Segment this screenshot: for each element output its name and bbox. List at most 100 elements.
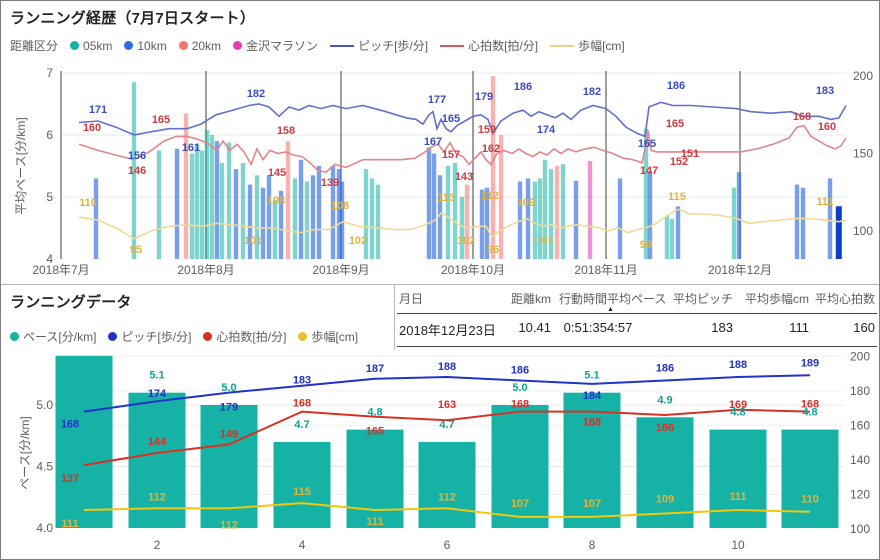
run-bar-10km[interactable] <box>800 187 806 259</box>
run-bar-05km[interactable] <box>375 184 381 259</box>
run-bar-05km[interactable] <box>219 162 225 259</box>
legend-item-pace[interactable]: ペース[分/km] <box>10 328 96 345</box>
run-bar-10km[interactable] <box>835 206 842 259</box>
column-header-avg-pitch[interactable]: 平均ピッチ <box>672 292 733 306</box>
run-bar-10km[interactable] <box>336 169 342 259</box>
run-bar-10km[interactable] <box>93 178 99 259</box>
run-bar-10km[interactable] <box>617 178 623 259</box>
run-bar-10km[interactable] <box>174 148 180 259</box>
legend-item-05km[interactable]: 05km <box>70 39 112 53</box>
run-bar-05km[interactable] <box>459 197 465 259</box>
run-bar-05km[interactable] <box>156 150 162 260</box>
run-bar-10km[interactable] <box>339 181 345 260</box>
legend-item-heart-rate[interactable]: 心拍数[拍/分] <box>203 328 286 345</box>
run-bar-05km[interactable] <box>363 169 369 259</box>
run-bar-20km[interactable] <box>464 184 470 259</box>
run-bar-10km[interactable] <box>247 184 253 259</box>
column-header-date[interactable]: 月日 <box>399 292 424 306</box>
run-bar-10km[interactable] <box>827 178 833 259</box>
column-header-avg-pace[interactable]: 平均ペース ▲ <box>607 290 671 313</box>
run-bar-05km[interactable] <box>272 200 278 259</box>
run-bar-05km[interactable] <box>209 135 215 259</box>
run-bar-05km[interactable] <box>204 130 210 259</box>
run-bar-10km[interactable] <box>794 184 800 259</box>
pace-bar[interactable] <box>709 429 767 528</box>
pace-bar[interactable] <box>346 429 404 528</box>
run-bar-20km[interactable] <box>490 76 496 259</box>
pitch-data-label: 179 <box>220 402 238 414</box>
run-bar-金沢マラソン[interactable] <box>587 161 593 259</box>
column-header-avg-stride[interactable]: 平均歩幅cm <box>745 292 809 306</box>
run-bar-05km[interactable] <box>131 82 137 259</box>
run-bar-10km[interactable] <box>573 180 579 259</box>
run-bar-05km[interactable] <box>452 162 458 259</box>
run-bar-05km[interactable] <box>664 215 670 259</box>
column-header-distance[interactable]: 距離km <box>511 292 551 306</box>
stride-data-label: 108 <box>267 195 285 207</box>
run-bar-10km[interactable] <box>316 166 322 259</box>
run-bar-10km[interactable] <box>214 141 220 259</box>
run-bar-10km[interactable] <box>736 172 742 259</box>
legend-item-stride-line[interactable]: 歩幅[cm] <box>550 37 625 54</box>
run-bar-05km[interactable] <box>669 218 675 259</box>
run-bar-10km[interactable] <box>266 175 272 259</box>
stride-data-label: 115 <box>293 486 311 498</box>
run-bar-10km[interactable] <box>647 172 653 259</box>
legend-item-20km[interactable]: 20km <box>178 39 221 53</box>
legend-item-stride[interactable]: 歩幅[cm] <box>298 328 358 345</box>
pace-bar[interactable] <box>55 355 113 528</box>
run-bar-20km[interactable] <box>554 166 560 259</box>
run-bar-05km[interactable] <box>560 164 566 259</box>
run-bar-10km[interactable] <box>330 166 336 259</box>
column-header-duration[interactable]: 行動時間 <box>558 292 607 306</box>
pace-bar[interactable] <box>636 417 694 528</box>
column-header-avg-heart-rate[interactable]: 平均心拍数 <box>814 292 875 306</box>
pace-bar[interactable] <box>273 441 331 528</box>
pace-bar[interactable] <box>200 405 258 528</box>
run-bar-10km[interactable] <box>233 169 239 259</box>
panel-divider <box>1 284 879 285</box>
run-bar-20km[interactable] <box>183 113 189 259</box>
run-bar-05km[interactable] <box>537 178 543 259</box>
cell-distance: 10.41 <box>518 320 551 335</box>
run-bar-10km[interactable] <box>431 153 437 259</box>
run-bar-20km[interactable] <box>498 135 504 259</box>
run-bar-05km[interactable] <box>254 175 260 259</box>
run-bar-10km[interactable] <box>278 190 284 259</box>
pace-bar[interactable] <box>491 405 549 528</box>
run-bar-05km[interactable] <box>369 178 375 259</box>
run-bar-05km[interactable] <box>548 169 554 259</box>
run-bar-05km[interactable] <box>532 181 538 260</box>
legend-item-10km[interactable]: 10km <box>124 39 167 53</box>
run-bar-05km[interactable] <box>199 150 205 260</box>
run-bar-10km[interactable] <box>310 175 316 259</box>
legend-item-pitch-line[interactable]: ピッチ[歩/分] <box>330 37 428 54</box>
pace-bar[interactable] <box>418 441 476 528</box>
pace-bar[interactable] <box>563 392 621 528</box>
run-bar-05km[interactable] <box>542 159 548 259</box>
run-bar-05km[interactable] <box>292 178 298 259</box>
legend-item-kanazawa-marathon[interactable]: 金沢マラソン <box>233 37 318 54</box>
run-bar-05km[interactable] <box>731 187 737 259</box>
pace-bar[interactable] <box>128 392 186 528</box>
legend-item-heart-rate-line[interactable]: 心拍数[拍/分] <box>440 37 538 54</box>
run-bar-05km[interactable] <box>304 181 310 260</box>
run-bar-10km[interactable] <box>484 187 490 259</box>
run-bar-05km[interactable] <box>240 162 246 259</box>
run-bar-05km[interactable] <box>194 144 200 259</box>
run-bar-10km[interactable] <box>260 187 266 259</box>
run-bar-05km[interactable] <box>226 142 232 259</box>
run-bar-05km[interactable] <box>643 128 649 259</box>
legend-item-pitch[interactable]: ピッチ[歩/分] <box>108 328 191 345</box>
pace-bar[interactable] <box>781 429 839 528</box>
run-bar-10km[interactable] <box>675 206 681 259</box>
run-bar-20km[interactable] <box>285 141 291 259</box>
run-bar-10km[interactable] <box>437 175 443 259</box>
table-row[interactable]: 2018年12月23日 10.41 0:51:35 4:57 183 111 1… <box>397 314 877 347</box>
run-bar-05km[interactable] <box>189 153 195 259</box>
y-right-tick: 180 <box>850 384 870 398</box>
run-bar-05km[interactable] <box>445 166 451 259</box>
run-bar-10km[interactable] <box>298 159 304 259</box>
run-bar-10km[interactable] <box>426 147 432 259</box>
run-bar-10km[interactable] <box>479 189 485 259</box>
